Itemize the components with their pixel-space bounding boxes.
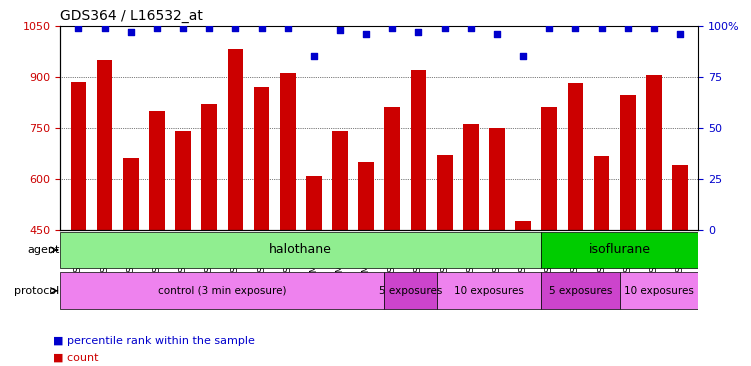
Text: agent: agent bbox=[27, 245, 59, 255]
Bar bbox=[411, 70, 427, 366]
Bar bbox=[228, 49, 243, 366]
Bar bbox=[201, 104, 217, 366]
Point bbox=[491, 31, 503, 37]
Point bbox=[308, 53, 320, 59]
Point bbox=[177, 25, 189, 31]
Point bbox=[204, 25, 216, 31]
Point bbox=[229, 25, 241, 31]
Text: 5 exposures: 5 exposures bbox=[379, 286, 442, 296]
Point bbox=[465, 25, 477, 31]
Point bbox=[412, 29, 424, 35]
FancyBboxPatch shape bbox=[60, 272, 385, 309]
Bar bbox=[123, 158, 139, 366]
Bar bbox=[489, 128, 505, 366]
Point bbox=[543, 25, 555, 31]
Point bbox=[622, 25, 634, 31]
Point bbox=[360, 31, 372, 37]
Bar bbox=[149, 111, 164, 366]
Bar bbox=[71, 82, 86, 366]
FancyBboxPatch shape bbox=[385, 272, 437, 309]
Point bbox=[674, 31, 686, 37]
Bar bbox=[515, 221, 531, 366]
Text: ■ percentile rank within the sample: ■ percentile rank within the sample bbox=[53, 336, 255, 346]
Bar bbox=[541, 107, 557, 366]
Bar bbox=[594, 157, 610, 366]
Bar bbox=[463, 124, 478, 366]
FancyBboxPatch shape bbox=[541, 272, 620, 309]
Text: 5 exposures: 5 exposures bbox=[549, 286, 612, 296]
Text: isoflurane: isoflurane bbox=[589, 243, 651, 257]
Text: control (3 min exposure): control (3 min exposure) bbox=[158, 286, 287, 296]
Bar bbox=[620, 95, 635, 366]
Bar bbox=[175, 131, 191, 366]
Point bbox=[151, 25, 163, 31]
FancyBboxPatch shape bbox=[437, 272, 541, 309]
Bar bbox=[385, 107, 400, 366]
Point bbox=[386, 25, 398, 31]
Bar bbox=[646, 75, 662, 366]
Bar bbox=[332, 131, 348, 366]
FancyBboxPatch shape bbox=[541, 232, 698, 268]
Point bbox=[517, 53, 529, 59]
Point bbox=[125, 29, 137, 35]
Text: protocol: protocol bbox=[14, 286, 59, 296]
Point bbox=[596, 25, 608, 31]
Point bbox=[98, 25, 110, 31]
Text: 10 exposures: 10 exposures bbox=[454, 286, 524, 296]
Bar bbox=[97, 60, 113, 366]
Point bbox=[255, 25, 267, 31]
Point bbox=[648, 25, 660, 31]
Bar bbox=[306, 176, 321, 366]
Point bbox=[72, 25, 84, 31]
Bar bbox=[672, 165, 688, 366]
Text: 10 exposures: 10 exposures bbox=[624, 286, 694, 296]
Point bbox=[334, 27, 346, 33]
Bar bbox=[358, 161, 374, 366]
Text: GDS364 / L16532_at: GDS364 / L16532_at bbox=[60, 9, 203, 23]
Bar bbox=[280, 73, 296, 366]
FancyBboxPatch shape bbox=[60, 232, 541, 268]
Point bbox=[569, 25, 581, 31]
Point bbox=[439, 25, 451, 31]
Text: ■ count: ■ count bbox=[53, 352, 98, 362]
Bar bbox=[254, 87, 270, 366]
Bar bbox=[437, 155, 453, 366]
FancyBboxPatch shape bbox=[620, 272, 698, 309]
Bar bbox=[568, 83, 584, 366]
Point bbox=[282, 25, 294, 31]
Text: halothane: halothane bbox=[270, 243, 332, 257]
